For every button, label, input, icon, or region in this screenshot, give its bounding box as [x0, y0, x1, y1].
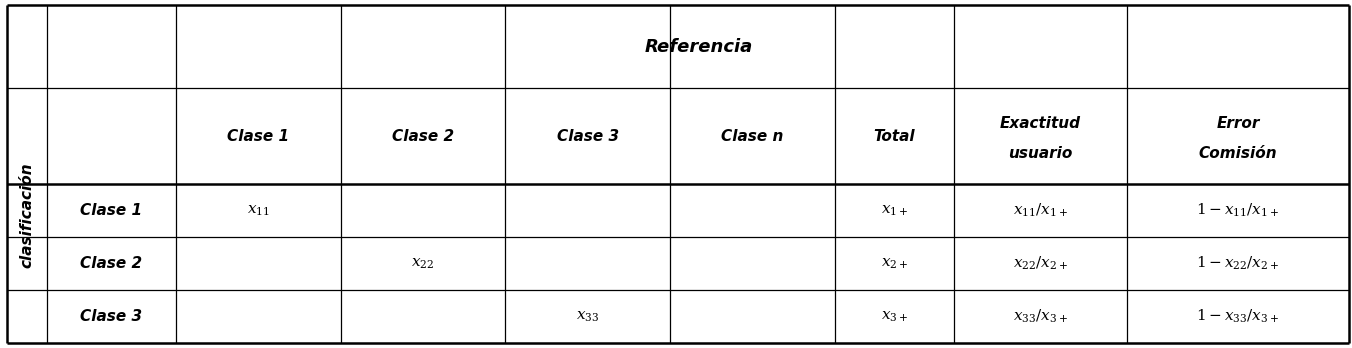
Text: clasificación: clasificación [19, 163, 35, 268]
Text: usuario: usuario [1009, 146, 1072, 161]
Text: $x_{11}$: $x_{11}$ [247, 203, 269, 218]
Text: Exactitud: Exactitud [999, 116, 1080, 131]
Text: Clase 2: Clase 2 [392, 128, 454, 143]
Text: Clase 1: Clase 1 [227, 128, 289, 143]
Text: $x_{2+}$: $x_{2+}$ [880, 256, 909, 271]
Text: Referencia: Referencia [644, 38, 753, 56]
Text: $x_{33}/x_{3+}$: $x_{33}/x_{3+}$ [1013, 308, 1068, 325]
Text: $x_{22}$: $x_{22}$ [411, 256, 434, 271]
Text: Clase 3: Clase 3 [557, 128, 619, 143]
Text: $x_{3+}$: $x_{3+}$ [880, 309, 909, 324]
Text: Error: Error [1217, 116, 1260, 131]
Text: Comisión: Comisión [1199, 146, 1278, 161]
Text: $1-x_{22}/x_{2+}$: $1-x_{22}/x_{2+}$ [1197, 255, 1279, 272]
Text: $x_{33}$: $x_{33}$ [576, 309, 599, 324]
Text: $x_{1+}$: $x_{1+}$ [880, 203, 909, 218]
Text: $x_{22}/x_{2+}$: $x_{22}/x_{2+}$ [1013, 255, 1068, 272]
Text: $x_{11}/x_{1+}$: $x_{11}/x_{1+}$ [1013, 202, 1068, 219]
Text: $1-x_{33}/x_{3+}$: $1-x_{33}/x_{3+}$ [1197, 308, 1279, 325]
Text: Total: Total [873, 128, 915, 143]
Text: Clase 3: Clase 3 [81, 309, 142, 324]
Text: Clase 1: Clase 1 [81, 203, 142, 218]
Text: $1-x_{11}/x_{1+}$: $1-x_{11}/x_{1+}$ [1197, 202, 1279, 219]
Text: Clase 2: Clase 2 [81, 256, 142, 271]
Text: Clase n: Clase n [722, 128, 784, 143]
